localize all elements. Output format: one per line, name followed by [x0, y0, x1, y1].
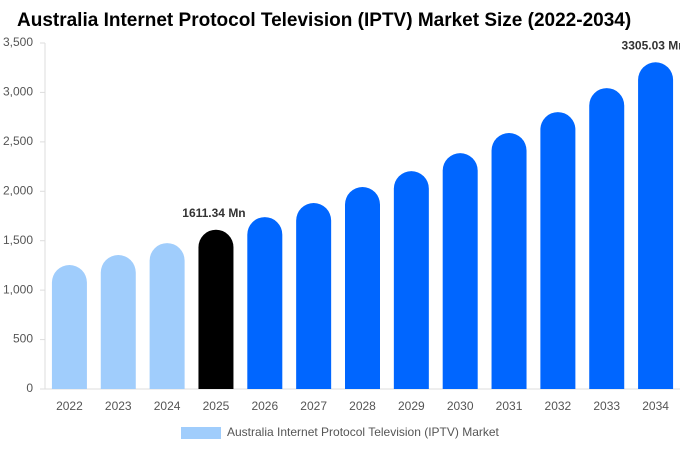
y-tick-label: 2,000 [3, 183, 33, 197]
x-tick-label: 2033 [593, 399, 620, 413]
bar [393, 171, 429, 389]
bar [51, 265, 87, 389]
bar [198, 229, 234, 389]
legend-label: Australia Internet Protocol Television (… [227, 425, 500, 439]
y-tick-label: 500 [13, 332, 33, 346]
bar [589, 88, 625, 389]
legend-swatch [181, 427, 221, 439]
x-tick-label: 2025 [203, 399, 230, 413]
y-tick-label: 3,000 [3, 85, 33, 99]
bar [296, 203, 332, 389]
x-tick-label: 2034 [642, 399, 669, 413]
bar [638, 62, 674, 390]
bar [540, 112, 576, 389]
bar [247, 217, 283, 389]
y-tick-label: 1,000 [3, 282, 33, 296]
bar [491, 133, 527, 389]
bar [442, 153, 478, 389]
y-tick-label: 1,500 [3, 233, 33, 247]
x-tick-label: 2027 [300, 399, 327, 413]
value-label: 3305.03 Mn [622, 38, 680, 52]
y-tick-label: 3,500 [3, 35, 33, 49]
x-tick-label: 2032 [545, 399, 572, 413]
x-tick-label: 2029 [398, 399, 425, 413]
bar [149, 243, 185, 389]
x-tick-label: 2028 [349, 399, 376, 413]
x-tick-label: 2030 [447, 399, 474, 413]
chart-title: Australia Internet Protocol Television (… [17, 10, 631, 31]
x-tick-label: 2031 [496, 399, 523, 413]
x-tick-label: 2024 [154, 399, 181, 413]
value-label: 1611.34 Mn [182, 206, 245, 220]
x-tick-label: 2022 [56, 399, 83, 413]
bar [345, 187, 380, 389]
x-tick-label: 2026 [251, 399, 278, 413]
x-tick-label: 2023 [105, 399, 132, 413]
bar [100, 255, 136, 389]
y-tick-label: 0 [26, 381, 33, 395]
y-tick-label: 2,500 [3, 134, 33, 148]
